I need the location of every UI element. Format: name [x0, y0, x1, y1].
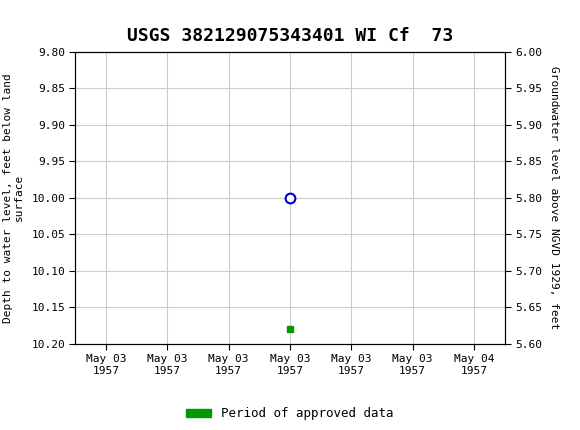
Bar — [12, 13, 19, 22]
Bar — [5, 22, 12, 29]
Bar — [19, 22, 26, 29]
Text: USGS 382129075343401 WI Cf  73: USGS 382129075343401 WI Cf 73 — [127, 27, 453, 45]
Text: USGS: USGS — [9, 8, 77, 26]
Y-axis label: Groundwater level above NGVD 1929, feet: Groundwater level above NGVD 1929, feet — [549, 66, 559, 329]
Text: █USGS: █USGS — [6, 6, 64, 28]
Legend: Period of approved data: Period of approved data — [181, 402, 399, 425]
Y-axis label: Depth to water level, feet below land
surface: Depth to water level, feet below land su… — [3, 73, 24, 322]
Bar — [5, 6, 12, 13]
Bar — [19, 6, 26, 13]
